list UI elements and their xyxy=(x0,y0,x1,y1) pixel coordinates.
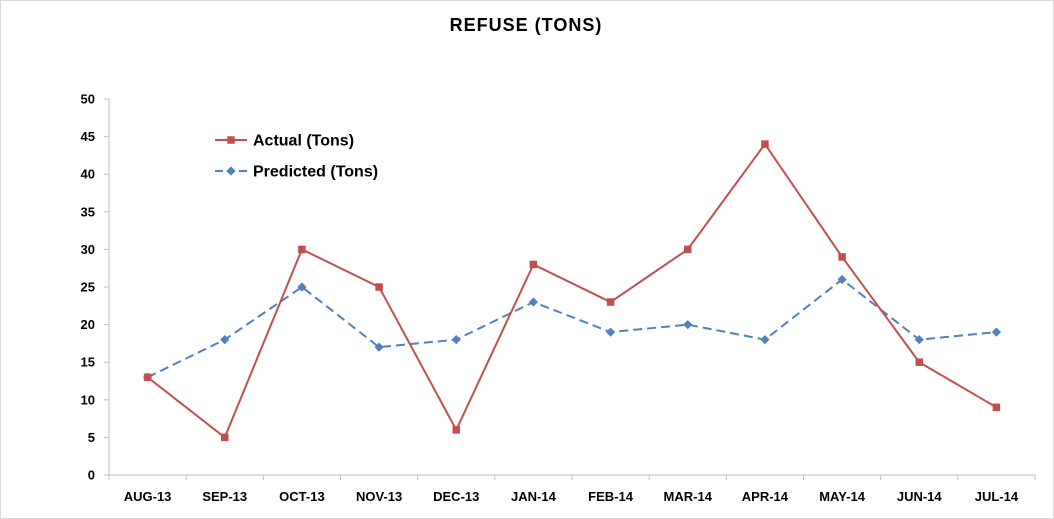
legend-label-actual-tons: Actual (Tons) xyxy=(253,133,354,150)
data-point-actual-tons xyxy=(992,403,1001,412)
legend-item-predicted-tons: Predicted (Tons) xyxy=(215,164,378,181)
y-tick-label: 0 xyxy=(88,468,95,483)
data-point-actual-tons xyxy=(529,260,538,269)
legend: Actual (Tons) Predicted (Tons) xyxy=(215,133,378,181)
y-tick-label: 10 xyxy=(81,392,95,407)
y-tick-label: 20 xyxy=(81,317,95,332)
series-actual-tons xyxy=(143,140,1001,442)
data-point-predicted-tons xyxy=(991,327,1002,337)
data-point-actual-tons xyxy=(143,373,152,381)
series-predicted-tons xyxy=(142,274,1002,382)
legend-label-predicted-tons: Predicted (Tons) xyxy=(253,164,378,181)
legend-marker-predicted-tons xyxy=(226,166,236,176)
x-tick-label: MAR-14 xyxy=(664,489,713,504)
data-point-actual-tons xyxy=(298,245,306,254)
data-point-actual-tons xyxy=(838,253,846,261)
series-line-actual-tons xyxy=(146,142,997,439)
x-tick-label: MAY-14 xyxy=(819,489,866,504)
data-point-actual-tons xyxy=(452,426,460,434)
series-line-predicted-tons xyxy=(147,278,997,379)
data-point-actual-tons xyxy=(761,140,769,148)
y-tick-label: 15 xyxy=(81,355,95,370)
x-tick-label: JUN-14 xyxy=(897,489,943,504)
data-point-actual-tons xyxy=(915,358,923,366)
data-point-predicted-tons xyxy=(760,335,770,345)
y-tick-label: 5 xyxy=(88,430,95,445)
y-tick-label: 30 xyxy=(81,242,95,257)
legend-marker-actual-tons xyxy=(227,136,235,144)
data-point-predicted-tons xyxy=(683,320,693,330)
y-tick-label: 25 xyxy=(81,280,95,295)
data-point-predicted-tons xyxy=(374,342,384,352)
y-tick-label: 50 xyxy=(81,92,95,107)
data-point-actual-tons xyxy=(606,298,615,306)
x-tick-label: OCT-13 xyxy=(279,489,325,504)
data-point-predicted-tons xyxy=(914,335,924,345)
x-tick-label: FEB-14 xyxy=(588,489,634,504)
x-tick-label: NOV-13 xyxy=(356,489,402,504)
data-point-predicted-tons xyxy=(451,335,461,345)
x-tick-label: JUL-14 xyxy=(975,489,1019,504)
data-point-actual-tons xyxy=(221,433,229,442)
data-point-predicted-tons xyxy=(837,274,847,285)
data-point-predicted-tons xyxy=(297,282,307,292)
x-tick-label: AUG-13 xyxy=(124,489,172,504)
axes: 0 5 10 15 20 25 30 35 40 45 50 AUG-13 SEP-13 OCT-13 NO… xyxy=(81,92,1036,504)
y-tick-label: 35 xyxy=(81,204,95,219)
x-tick-label: APR-14 xyxy=(742,489,789,504)
x-tick-label: JAN-14 xyxy=(511,489,557,504)
x-tick-label: DEC-13 xyxy=(433,489,479,504)
series-layer xyxy=(142,140,1002,442)
legend-item-actual-tons: Actual (Tons) xyxy=(215,133,354,150)
data-point-predicted-tons xyxy=(528,297,539,307)
data-point-actual-tons xyxy=(375,283,383,291)
data-point-predicted-tons xyxy=(605,327,616,337)
y-tick-label: 45 xyxy=(81,129,95,144)
data-point-predicted-tons xyxy=(220,335,230,345)
data-point-actual-tons xyxy=(684,245,692,254)
y-tick-label: 40 xyxy=(81,167,95,182)
chart-title: REFUSE (TONS) xyxy=(450,15,603,35)
x-tick-label: SEP-13 xyxy=(202,489,247,504)
